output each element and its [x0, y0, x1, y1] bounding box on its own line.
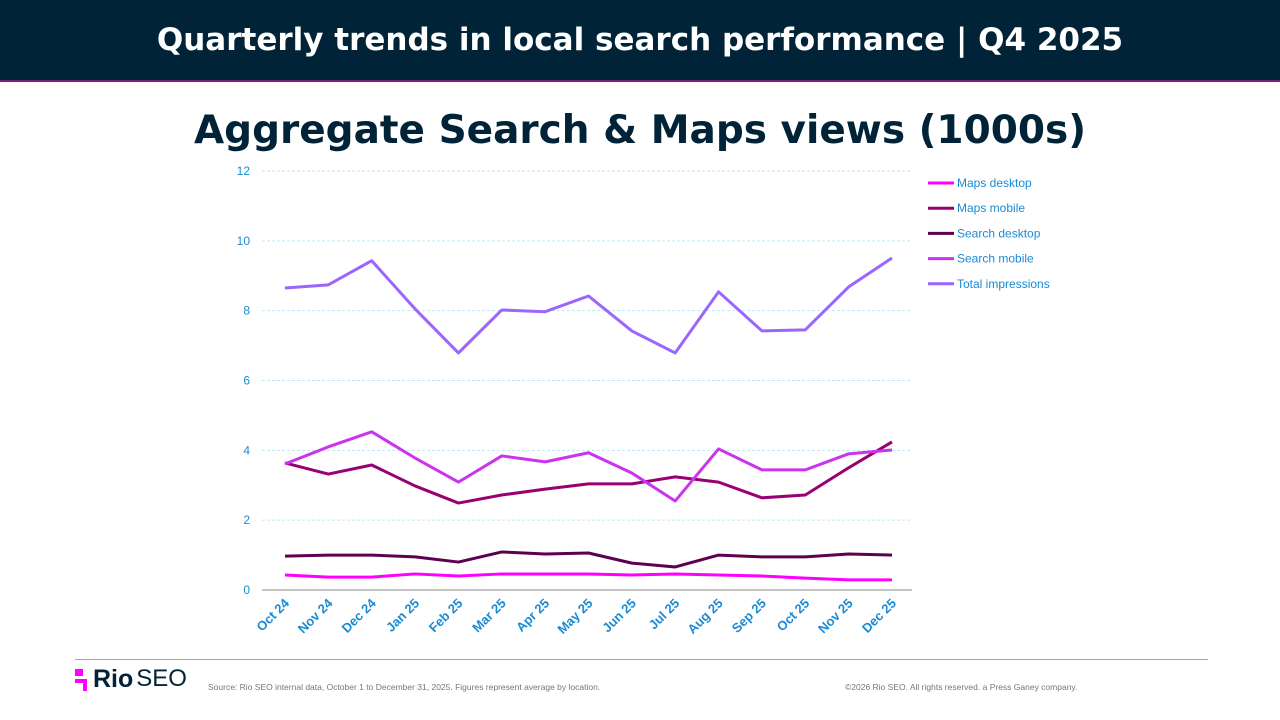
x-tick-label: Oct 25 — [774, 596, 813, 635]
footer-divider — [75, 659, 1208, 660]
y-tick-label: 6 — [243, 374, 250, 388]
legend-label: Total impressions — [957, 277, 1050, 291]
y-tick-label: 0 — [243, 583, 250, 597]
series-line-maps-mobile — [284, 440, 893, 505]
x-tick-label: Jun 25 — [599, 596, 639, 636]
logo-mark-icon — [75, 667, 91, 691]
x-tick-label: Dec 25 — [859, 596, 899, 636]
legend-label: Search mobile — [957, 252, 1034, 266]
chart-title: Aggregate Search & Maps views (1000s) — [193, 108, 1087, 153]
x-tick-label: Oct 24 — [253, 595, 292, 634]
y-tick-label: 8 — [243, 304, 250, 318]
x-tick-label: Feb 25 — [426, 596, 466, 636]
x-tick-label: Jul 25 — [646, 596, 683, 633]
copyright: ©2026 Rio SEO. All rights reserved. a Pr… — [845, 682, 1078, 692]
logo-seo: SEO — [136, 665, 187, 692]
x-tick-label: Apr 25 — [513, 596, 552, 635]
header-title: Quarterly trends in local search perform… — [156, 22, 1124, 58]
legend-label: Maps mobile — [957, 201, 1025, 215]
series-line-total-impressions — [284, 256, 893, 355]
y-tick-label: 10 — [237, 234, 251, 248]
x-tick-label: Nov 24 — [295, 595, 336, 636]
rio-seo-logo: Rio SEO — [75, 664, 187, 693]
x-tick-label: Mar 25 — [469, 596, 509, 636]
x-tick-label: May 25 — [554, 596, 595, 637]
series-line-maps-desktop — [284, 572, 892, 582]
source-note: Source: Rio SEO internal data, October 1… — [208, 682, 601, 692]
y-tick-label: 12 — [237, 164, 251, 178]
x-tick-label: Nov 25 — [815, 596, 856, 637]
legend-label: Search desktop — [957, 226, 1041, 240]
series-line-search-desktop — [284, 550, 893, 569]
legend-label: Maps desktop — [957, 176, 1032, 190]
x-tick-label: Dec 24 — [339, 595, 380, 636]
series-line-search-mobile — [284, 430, 893, 503]
x-tick-label: Sep 25 — [729, 596, 769, 636]
x-tick-label: Aug 25 — [684, 596, 725, 637]
x-tick-label: Jan 25 — [383, 596, 422, 635]
logo-rio: Rio — [93, 664, 134, 693]
y-tick-label: 4 — [243, 443, 250, 457]
header-bar: Quarterly trends in local search perform… — [0, 0, 1280, 82]
y-tick-label: 2 — [243, 513, 250, 527]
